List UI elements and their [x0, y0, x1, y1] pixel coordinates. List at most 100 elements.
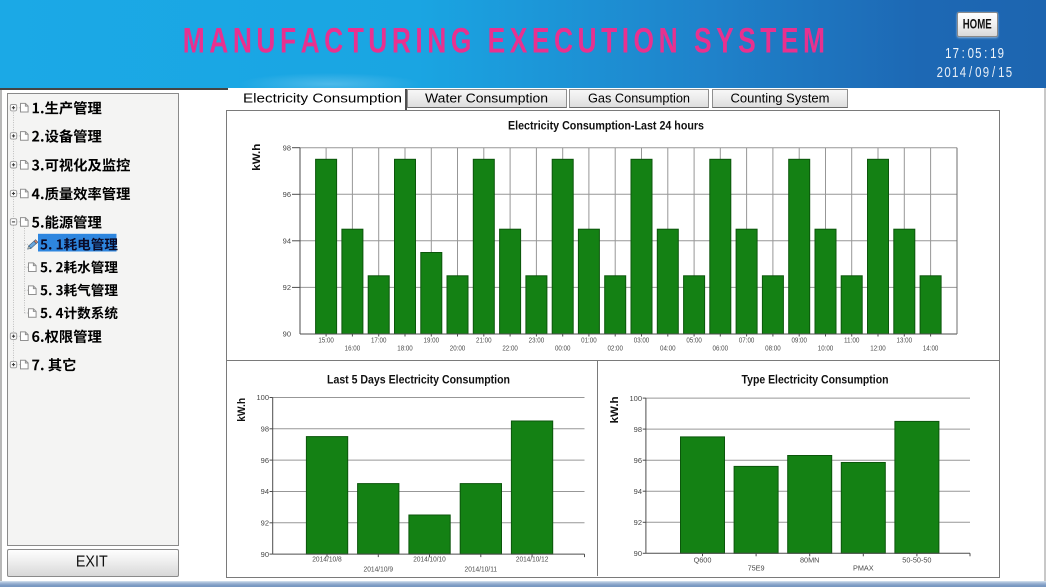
svg-text:E: E [488, 21, 506, 61]
svg-text:1: 1 [998, 64, 1004, 81]
svg-text:14:00: 14:00 [923, 343, 939, 352]
svg-text:9: 9 [998, 45, 1004, 62]
svg-text:S: S [694, 21, 712, 61]
svg-text:M: M [183, 21, 205, 61]
svg-text:Counting System: Counting System [731, 91, 830, 105]
svg-text:/: / [992, 64, 996, 81]
svg-text:9: 9 [983, 64, 989, 81]
svg-text:00:00: 00:00 [555, 343, 571, 352]
svg-text:0: 0 [944, 64, 950, 81]
svg-text:kW.h: kW.h [609, 396, 621, 423]
svg-text:EXIT: EXIT [76, 554, 108, 571]
svg-text:Q600: Q600 [694, 555, 712, 564]
svg-text:kW.h: kW.h [251, 143, 263, 170]
svg-text:90: 90 [261, 550, 269, 559]
svg-text:94: 94 [283, 237, 291, 246]
svg-text:92: 92 [634, 518, 642, 527]
svg-text:03:00: 03:00 [634, 335, 650, 344]
svg-text:2014/10/10: 2014/10/10 [413, 555, 446, 564]
svg-text:/: / [969, 64, 973, 81]
svg-text:04:00: 04:00 [660, 343, 676, 352]
svg-text:G: G [451, 21, 472, 61]
svg-text:02:00: 02:00 [607, 343, 623, 352]
svg-text:2014/10/9: 2014/10/9 [364, 564, 394, 573]
svg-text:O: O [634, 21, 655, 61]
svg-text:Electricity Consumption-Last 2: Electricity Consumption-Last 24 hours [508, 120, 704, 133]
svg-text:C: C [554, 21, 573, 61]
svg-text:92: 92 [261, 519, 269, 528]
svg-text:100: 100 [256, 393, 269, 402]
svg-text:15:00: 15:00 [318, 335, 334, 344]
svg-text:U: U [368, 21, 387, 61]
svg-text:05:00: 05:00 [686, 335, 702, 344]
svg-text:07:00: 07:00 [739, 335, 755, 344]
svg-text:N: N [659, 21, 678, 61]
svg-text:90: 90 [634, 549, 642, 558]
svg-text:2: 2 [937, 64, 943, 81]
svg-text:94: 94 [261, 487, 269, 496]
svg-text:Last 5 Days Electricity Consum: Last 5 Days Electricity Consumption [327, 373, 510, 387]
svg-text:I: I [622, 21, 629, 61]
svg-text::: : [984, 45, 987, 62]
svg-text:A: A [209, 21, 228, 61]
svg-text:2014/10/12: 2014/10/12 [516, 555, 549, 564]
svg-text:kW.h: kW.h [236, 398, 248, 422]
svg-text:T: T [760, 21, 776, 61]
svg-text:E: E [781, 21, 799, 61]
svg-text:1: 1 [952, 64, 958, 81]
svg-text:21:00: 21:00 [476, 335, 492, 344]
svg-text:19:00: 19:00 [424, 335, 440, 344]
svg-text:96: 96 [261, 456, 269, 465]
svg-text:I: I [415, 21, 422, 61]
svg-text:96: 96 [634, 456, 642, 465]
svg-text:F: F [280, 21, 296, 61]
svg-text:N: N [233, 21, 252, 61]
svg-text:1: 1 [945, 45, 951, 62]
svg-text:4: 4 [960, 64, 966, 81]
svg-text:98: 98 [261, 425, 269, 434]
svg-text:2014/10/11: 2014/10/11 [465, 564, 498, 573]
svg-text:94: 94 [634, 487, 642, 496]
svg-text:09:00: 09:00 [791, 335, 807, 344]
svg-text:06:00: 06:00 [713, 343, 729, 352]
svg-text:N: N [427, 21, 446, 61]
svg-text:12:00: 12:00 [870, 343, 886, 352]
svg-text:08:00: 08:00 [765, 343, 781, 352]
svg-text:17:00: 17:00 [371, 335, 387, 344]
svg-text:R: R [392, 21, 411, 61]
svg-text:Water Consumption: Water Consumption [425, 91, 548, 105]
svg-text:7: 7 [953, 45, 959, 62]
svg-text:92: 92 [283, 283, 291, 292]
svg-text:96: 96 [283, 190, 291, 199]
svg-text:2014/10/8: 2014/10/8 [312, 555, 342, 564]
svg-text:T: T [348, 21, 364, 61]
svg-text:HOME: HOME [963, 16, 992, 31]
svg-text:50-50-50: 50-50-50 [902, 555, 931, 564]
svg-text:5: 5 [1006, 64, 1012, 81]
svg-text:11:00: 11:00 [844, 335, 860, 344]
svg-text:U: U [256, 21, 275, 61]
svg-text:X: X [510, 21, 528, 61]
svg-text:75E9: 75E9 [748, 563, 765, 572]
svg-text:Gas Consumption: Gas Consumption [588, 91, 690, 105]
svg-text:S: S [738, 21, 756, 61]
svg-text:0: 0 [975, 64, 981, 81]
svg-text:90: 90 [283, 330, 291, 339]
svg-text:98: 98 [283, 143, 291, 152]
svg-text:80MN: 80MN [800, 555, 819, 564]
svg-text:A: A [301, 21, 320, 61]
svg-text:Type Electricity Consumption: Type Electricity Consumption [742, 373, 889, 387]
svg-text:1: 1 [990, 45, 996, 62]
svg-text:98: 98 [634, 425, 642, 434]
svg-text:U: U [578, 21, 597, 61]
svg-text:Y: Y [716, 21, 734, 61]
svg-text:PMAX: PMAX [853, 563, 874, 572]
svg-text:E: E [532, 21, 550, 61]
svg-text:13:00: 13:00 [897, 335, 913, 344]
svg-text:Electricity Consumption: Electricity Consumption [243, 91, 402, 105]
svg-text:01:00: 01:00 [581, 335, 597, 344]
svg-text:5: 5 [975, 45, 981, 62]
svg-text:0: 0 [968, 45, 974, 62]
svg-text:18:00: 18:00 [397, 343, 413, 352]
svg-text:23:00: 23:00 [529, 335, 545, 344]
